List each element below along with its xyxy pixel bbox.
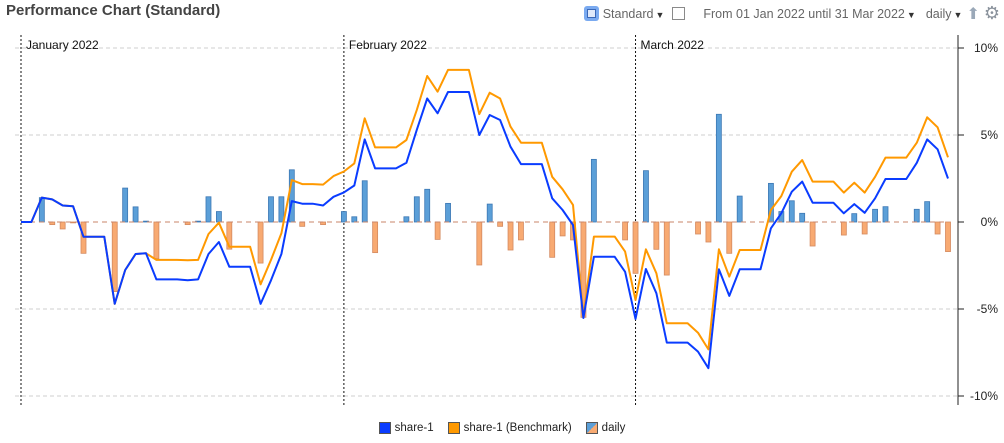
daily-bar (913, 208, 920, 223)
daily-bar (132, 206, 139, 223)
legend-label: share-1 (Benchmark) (463, 422, 572, 434)
y-tick-label: 10% (974, 41, 998, 55)
daily-bar (799, 212, 806, 223)
daily-bar (351, 216, 358, 223)
daily-bar (726, 221, 733, 254)
daily-bar (549, 221, 556, 258)
y-tick-label: -5% (977, 302, 999, 316)
view-label: Standard (602, 6, 654, 21)
month-label: January 2022 (26, 38, 99, 52)
export-icon[interactable]: ⬆ (966, 5, 980, 23)
interval-select[interactable]: daily ▼ (926, 7, 963, 21)
daily-bar (497, 221, 504, 227)
daily-bar (518, 221, 524, 241)
daily-bar (590, 158, 597, 223)
daily-bar (663, 221, 670, 276)
window-icon[interactable] (672, 7, 686, 20)
legend: share-1 share-1 (Benchmark) daily (0, 422, 1004, 434)
daily-bar (424, 188, 431, 223)
daily-bar (486, 203, 493, 223)
standard-view-icon[interactable] (583, 6, 599, 21)
daily-bar (111, 221, 118, 292)
legend-item-benchmark[interactable]: share-1 (Benchmark) (447, 422, 572, 434)
daily-bar (507, 221, 514, 251)
daily-bar (840, 221, 847, 236)
month-label: March 2022 (641, 38, 705, 52)
legend-item-daily[interactable]: daily (585, 422, 626, 434)
daily-bar (788, 200, 795, 223)
daily-bar (205, 196, 212, 223)
daily-bar (872, 208, 878, 223)
daily-bar (340, 211, 347, 223)
daily-bar (122, 187, 129, 223)
legend-label: daily (601, 422, 626, 434)
daily-bar (434, 221, 441, 240)
daily-bar (361, 180, 368, 223)
y-tick-label: -10% (970, 389, 998, 403)
daily-bar (70, 221, 76, 224)
daily-bar (320, 221, 326, 226)
month-label: February 2022 (349, 38, 427, 52)
daily-bar (559, 221, 566, 237)
daily-bar (882, 206, 889, 223)
daily-bar (299, 221, 306, 227)
legend-swatch (447, 422, 460, 434)
view-select[interactable]: Standard ▼ (603, 7, 665, 21)
share-line (21, 91, 949, 370)
daily-bar (59, 221, 66, 230)
daily-bar (705, 221, 712, 243)
daily-bar (934, 221, 941, 235)
daily-bar (153, 221, 160, 259)
daily-bar (809, 221, 816, 247)
caret-down-icon: ▼ (655, 9, 665, 20)
daily-bar (643, 170, 649, 223)
daily-bar (413, 196, 420, 223)
caret-down-icon: ▼ (906, 9, 916, 20)
daily-bar (622, 221, 629, 241)
daily-bar (695, 221, 701, 235)
range-select[interactable]: From 01 Jan 2022 until 31 Mar 2022 ▼ (703, 7, 915, 21)
daily-bar (715, 113, 722, 223)
daily-bar (736, 195, 743, 223)
daily-bar (632, 221, 639, 274)
page-title: Performance Chart (Standard) (6, 2, 221, 19)
daily-bar (268, 196, 274, 223)
legend-swatch (378, 422, 391, 434)
legend-label: share-1 (394, 422, 434, 434)
legend-swatch (585, 422, 598, 434)
daily-bar (278, 196, 285, 223)
daily-bar (924, 201, 931, 223)
daily-bar (653, 221, 660, 250)
y-tick-label: 0% (981, 215, 999, 229)
daily-bar (257, 221, 264, 264)
legend-item-share[interactable]: share-1 (378, 422, 434, 434)
benchmark-line (21, 68, 949, 351)
daily-bar (861, 221, 868, 235)
daily-bar (476, 221, 483, 266)
chart-controls: Standard ▼ From 01 Jan 2022 until 31 Mar … (583, 3, 1000, 24)
interval-label: daily (925, 6, 952, 21)
daily-bar (445, 202, 451, 223)
daily-bar (403, 216, 410, 223)
y-tick-label: 5% (981, 128, 999, 142)
range-label: From 01 Jan 2022 until 31 Mar 2022 (703, 6, 905, 21)
daily-bar (372, 221, 379, 254)
daily-bar (215, 211, 222, 223)
caret-down-icon: ▼ (953, 9, 963, 20)
daily-bar (945, 221, 951, 252)
gear-icon[interactable]: ⚙ (983, 3, 1000, 23)
daily-bar (851, 213, 858, 223)
